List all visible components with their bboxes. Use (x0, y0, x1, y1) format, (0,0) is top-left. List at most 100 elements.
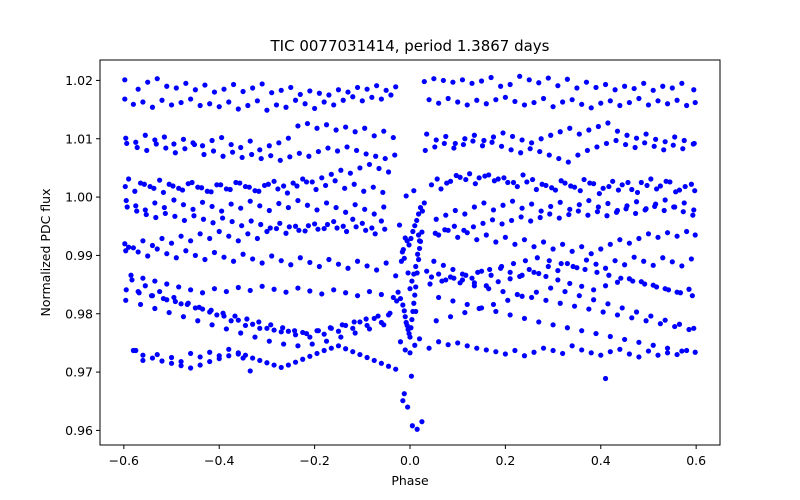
data-point (353, 224, 359, 230)
data-point (574, 85, 580, 91)
data-point (237, 180, 243, 186)
data-point (352, 330, 358, 336)
data-point (445, 342, 451, 348)
data-point (226, 353, 232, 359)
data-point (240, 251, 246, 257)
data-point (521, 315, 528, 322)
data-point (140, 357, 146, 364)
data-point (686, 286, 692, 292)
data-point (641, 80, 647, 86)
data-point (545, 75, 551, 81)
data-point (576, 293, 582, 299)
data-point (397, 339, 404, 345)
data-point (451, 145, 457, 151)
data-point (223, 288, 229, 295)
data-point (357, 165, 363, 171)
data-point (154, 351, 160, 358)
data-point (512, 241, 518, 247)
data-point (490, 207, 497, 213)
data-point (285, 362, 291, 368)
data-point (268, 322, 274, 328)
data-point (526, 266, 532, 273)
data-point (579, 283, 585, 289)
data-point (242, 183, 249, 190)
data-point (302, 228, 308, 234)
data-point (340, 97, 346, 103)
data-point (476, 175, 482, 181)
data-point (149, 242, 156, 249)
data-point (600, 309, 606, 315)
y-axis-label: Normalized PDC flux (38, 189, 53, 317)
data-point (614, 279, 621, 285)
data-point (547, 211, 553, 217)
data-point (463, 272, 469, 278)
data-point (579, 328, 585, 334)
data-point (135, 249, 141, 255)
data-point (471, 283, 477, 289)
data-point (688, 181, 694, 187)
data-point (333, 204, 339, 211)
data-point (443, 277, 449, 283)
data-point (519, 272, 525, 278)
data-point (218, 182, 224, 188)
data-point (309, 341, 315, 347)
data-point (622, 262, 628, 268)
data-point (445, 95, 451, 102)
data-point (401, 391, 407, 397)
data-point (431, 258, 437, 264)
data-point (413, 308, 419, 315)
data-point (613, 209, 620, 215)
data-point (347, 170, 353, 176)
data-point (566, 211, 572, 218)
data-point (303, 179, 310, 185)
data-point (522, 258, 529, 264)
data-point (357, 351, 363, 358)
data-point (433, 318, 439, 324)
data-point (123, 197, 129, 204)
data-point (432, 144, 438, 150)
data-point (179, 187, 186, 193)
data-point (680, 146, 686, 152)
data-point (223, 326, 229, 332)
data-point (677, 290, 684, 296)
data-point (548, 285, 554, 291)
data-point (588, 350, 594, 356)
x-tick-label: 0.6 (686, 453, 706, 468)
data-point (462, 136, 468, 142)
data-point (291, 328, 298, 334)
data-point (548, 203, 554, 210)
data-point (438, 186, 444, 192)
data-point (483, 101, 489, 107)
data-point (306, 153, 312, 159)
data-point (149, 355, 156, 361)
data-point (602, 375, 609, 382)
data-point (188, 350, 194, 357)
data-point (653, 136, 659, 142)
data-point (180, 136, 187, 142)
data-point (302, 101, 308, 107)
data-point (633, 135, 640, 141)
data-point (395, 289, 401, 295)
data-point (197, 231, 203, 237)
data-point (595, 123, 601, 130)
x-axis-label: Phase (391, 473, 429, 488)
data-point (631, 85, 637, 92)
data-point (404, 322, 410, 329)
data-point (412, 342, 418, 348)
data-point (612, 258, 618, 264)
data-point (162, 210, 168, 217)
data-point (650, 262, 656, 268)
data-point (285, 328, 291, 334)
data-point (633, 199, 640, 205)
data-point (502, 94, 508, 100)
data-point (277, 220, 283, 226)
data-point (579, 101, 585, 107)
data-point (238, 330, 244, 336)
data-point (123, 248, 129, 254)
data-point (586, 197, 592, 204)
data-point (472, 181, 478, 187)
data-point (353, 147, 360, 154)
data-point (486, 286, 492, 292)
data-point (171, 197, 177, 203)
data-point (636, 95, 642, 102)
